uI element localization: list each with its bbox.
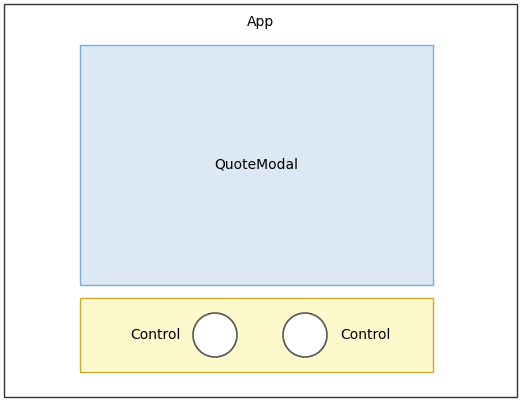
Text: QuoteModal: QuoteModal bbox=[215, 158, 299, 172]
Text: App: App bbox=[247, 15, 274, 29]
Bar bbox=[80, 298, 433, 372]
Text: Control: Control bbox=[130, 328, 180, 342]
Text: Control: Control bbox=[340, 328, 390, 342]
Bar bbox=[80, 45, 433, 285]
Ellipse shape bbox=[193, 313, 237, 357]
Ellipse shape bbox=[283, 313, 327, 357]
